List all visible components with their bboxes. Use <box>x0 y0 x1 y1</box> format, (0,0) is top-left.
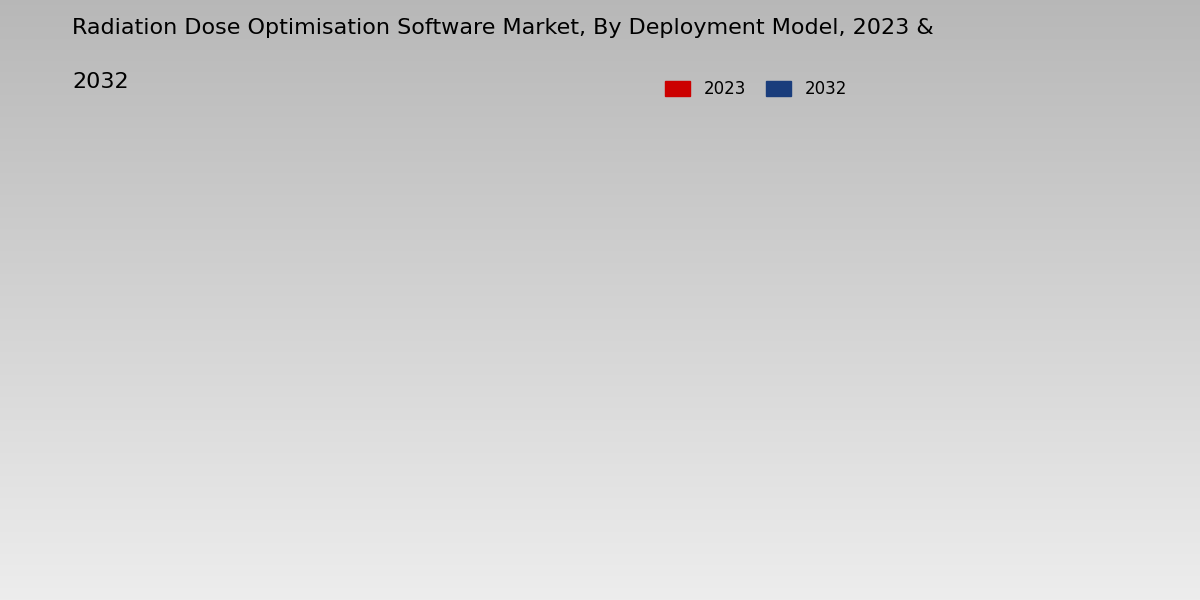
Text: 2032: 2032 <box>72 72 128 92</box>
Legend: 2023, 2032: 2023, 2032 <box>665 80 847 98</box>
Text: Radiation Dose Optimisation Software Market, By Deployment Model, 2023 &: Radiation Dose Optimisation Software Mar… <box>72 18 934 38</box>
Bar <box>876 346 1030 522</box>
Bar <box>242 438 396 522</box>
Bar <box>396 272 550 522</box>
Text: 2.96: 2.96 <box>240 417 283 435</box>
Y-axis label: Market Size in USD Billion: Market Size in USD Billion <box>76 250 94 482</box>
Bar <box>722 444 876 522</box>
